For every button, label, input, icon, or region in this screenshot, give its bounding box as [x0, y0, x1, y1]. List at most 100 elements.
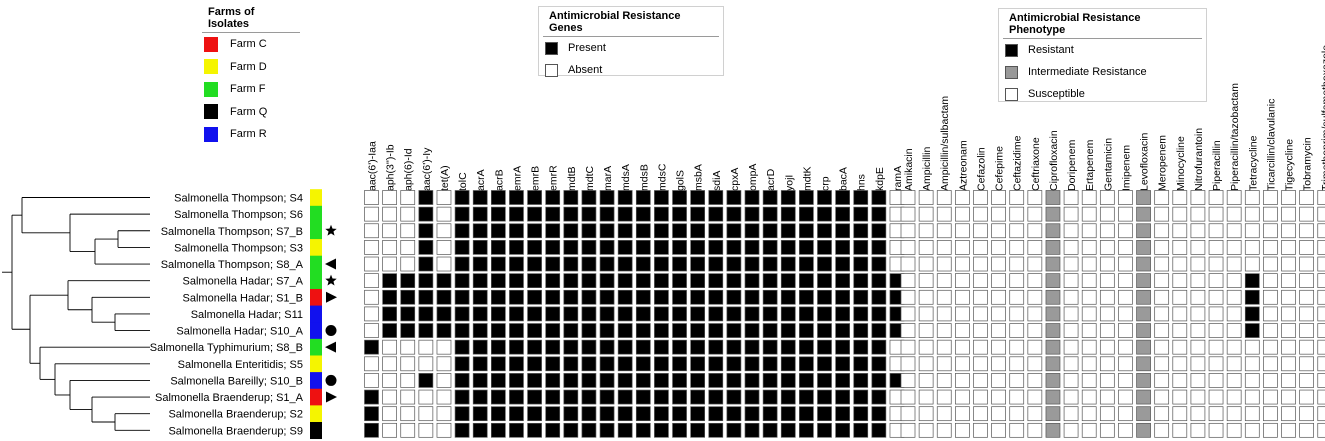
- susceptible-cell: [1208, 190, 1224, 205]
- susceptible-cell: [973, 356, 988, 372]
- gene-present-cell: [454, 339, 470, 355]
- gene-present-cell: [454, 373, 470, 388]
- gene-absent-cell: [400, 422, 416, 438]
- gene-present-cell: [472, 389, 488, 405]
- susceptible-cell: [1299, 389, 1314, 405]
- susceptible-cell: [1172, 389, 1188, 405]
- gene-present-cell: [436, 289, 452, 305]
- gene-present-cell: [762, 389, 778, 405]
- gene-present-cell: [835, 422, 850, 438]
- gene-present-cell: [835, 223, 850, 239]
- susceptible-cell: [991, 289, 1006, 305]
- farm-strip: [310, 189, 322, 440]
- susceptible-cell: [1027, 256, 1043, 272]
- gene-present-cell: [617, 289, 633, 305]
- gene-present-cell: [581, 323, 597, 338]
- susceptible-cell: [936, 373, 952, 388]
- gene-absent-cell: [436, 206, 452, 222]
- gene-present-cell: [454, 273, 470, 288]
- susceptible-cell: [900, 289, 916, 305]
- susceptible-cell: [1172, 356, 1188, 372]
- gene-present-cell: [490, 373, 506, 388]
- gene-absent-cell: [382, 256, 397, 272]
- gene-present-cell: [599, 356, 615, 372]
- susceptible-cell: [1027, 306, 1043, 322]
- gene-present-cell: [817, 240, 832, 255]
- gene-present-cell: [599, 339, 615, 355]
- gene-present-cell: [563, 406, 579, 422]
- star-marker-icon: [325, 274, 337, 286]
- susceptible-cell: [936, 306, 952, 322]
- resistant-cell: [1244, 273, 1260, 288]
- susceptible-cell: [1190, 206, 1206, 222]
- gene-legend-item: Absent: [539, 59, 723, 81]
- gene-present-cell: [545, 273, 561, 288]
- susceptible-cell: [1299, 339, 1314, 355]
- farm-swatch: [204, 126, 218, 142]
- gene-present-cell: [599, 223, 615, 239]
- gene-present-cell: [581, 190, 597, 205]
- farm-cell: [310, 255, 322, 273]
- gene-present-cell: [654, 422, 669, 438]
- susceptible-cell: [1317, 223, 1325, 239]
- gene-present-cell: [690, 339, 706, 355]
- gene-present-cell: [799, 256, 814, 272]
- intermediate-cell: [1136, 273, 1151, 288]
- farm-legend-title: Farms of Isolates: [202, 3, 300, 33]
- susceptible-cell: [900, 190, 916, 205]
- gene-present-cell: [654, 190, 669, 205]
- susceptible-cell: [991, 206, 1006, 222]
- gene-absent-cell: [364, 356, 379, 372]
- gene-present-cell: [454, 256, 470, 272]
- susceptible-cell: [1317, 273, 1325, 288]
- gene-label: emrB: [530, 166, 542, 191]
- farm-legend-label: Farm R: [230, 128, 267, 141]
- gene-present-cell: [382, 323, 397, 338]
- susceptible-cell: [1154, 373, 1170, 388]
- gene-present-cell: [817, 306, 832, 322]
- gene-present-cell: [635, 223, 651, 239]
- gene-present-cell: [853, 190, 869, 205]
- gene-present-cell: [545, 389, 561, 405]
- isolate-label: Salmonella Thompson; S6: [174, 209, 303, 221]
- gene-present-cell: [400, 323, 416, 338]
- phenotype-legend-label: Resistant: [1028, 44, 1074, 56]
- susceptible-cell: [918, 323, 934, 338]
- susceptible-cell: [1099, 306, 1115, 322]
- gene-present-cell: [581, 206, 597, 222]
- drug-label: Tetracycline: [1247, 135, 1259, 191]
- susceptible-cell: [973, 206, 988, 222]
- gene-present-cell: [509, 273, 524, 288]
- gene-present-cell: [762, 190, 778, 205]
- gene-absent-cell: [382, 356, 397, 372]
- gene-present-cell: [490, 273, 506, 288]
- susceptible-cell: [1099, 273, 1115, 288]
- susceptible-cell: [1081, 406, 1097, 422]
- gene-present-cell: [690, 373, 706, 388]
- gene-present-cell: [799, 223, 814, 239]
- susceptible-cell: [1081, 223, 1097, 239]
- farm-legend-item: Farm R: [198, 123, 304, 146]
- gene-present-cell: [726, 256, 742, 272]
- susceptible-cell: [1281, 190, 1296, 205]
- susceptible-cell: [1190, 306, 1206, 322]
- susceptible-cell: [1263, 339, 1278, 355]
- intermediate-cell: [1136, 389, 1151, 405]
- gene-absent-cell: [400, 190, 416, 205]
- susceptible-cell: [1118, 273, 1133, 288]
- gene-present-cell: [799, 356, 814, 372]
- susceptible-cell: [1226, 406, 1242, 422]
- gene-present-cell: [599, 323, 615, 338]
- drug-label: Ertapenem: [1084, 139, 1096, 191]
- susceptible-cell: [1063, 289, 1079, 305]
- gene-present-cell: [581, 422, 597, 438]
- gene-label: acrA: [475, 169, 487, 191]
- susceptible-cell: [1172, 256, 1188, 272]
- gene-present-cell: [563, 323, 579, 338]
- gene-absent-cell: [436, 339, 452, 355]
- susceptible-cell: [900, 406, 916, 422]
- susceptible-cell: [1263, 422, 1278, 438]
- phenotype-swatch: [1005, 87, 1018, 101]
- susceptible-cell: [1118, 206, 1133, 222]
- susceptible-cell: [1281, 373, 1296, 388]
